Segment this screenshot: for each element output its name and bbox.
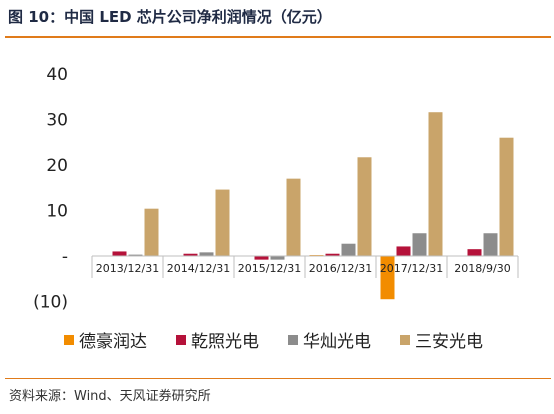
bar (357, 157, 372, 256)
bar (270, 256, 285, 260)
bar (499, 137, 514, 256)
y-tick-label: 10 (46, 202, 68, 222)
legend-swatch (176, 335, 186, 345)
bar (483, 233, 498, 256)
legend-label: 德豪润达 (79, 331, 147, 352)
bar (467, 249, 482, 256)
bar (325, 253, 340, 256)
legend-label: 乾照光电 (191, 332, 259, 352)
bar (215, 189, 230, 256)
x-tick-label: 2015/12/31 (238, 262, 301, 275)
figure-title: 图 10：中国 LED 芯片公司净利润情况（亿元） (8, 8, 332, 26)
bar (412, 233, 427, 256)
y-tick-label: (10) (33, 293, 68, 313)
legend-swatch (64, 335, 74, 345)
legend-swatch (288, 335, 298, 345)
y-axis: 40 30 20 10 - (10) (33, 65, 68, 313)
bar (428, 112, 443, 256)
x-tick-label: 2016/12/31 (309, 262, 372, 275)
y-tick-label: 20 (46, 156, 68, 176)
x-tick-label: 2018/9/30 (454, 262, 510, 275)
x-axis-categories: 2013/12/31 2014/12/31 2015/12/31 2016/12/31… (91, 256, 519, 278)
source-note: 资料来源：Wind、天风证券研究所 (9, 389, 211, 404)
net-profit-bar-chart: 40 30 20 10 - (10) 2013/12/31 2014/12/31 2015/1… (33, 65, 519, 352)
legend-label: 华灿光电 (303, 332, 371, 352)
legend-label: 三安光电 (415, 332, 483, 352)
x-tick-label: 2017/12/31 (380, 262, 443, 275)
bar (286, 178, 301, 256)
bar (128, 254, 143, 256)
bar (112, 251, 127, 256)
x-tick-label: 2014/12/31 (167, 262, 230, 275)
title-divider (5, 36, 551, 38)
source-divider (5, 378, 551, 379)
bar-series-group (96, 112, 514, 300)
bar (144, 208, 159, 256)
x-tick-label: 2013/12/31 (96, 262, 159, 275)
bar (254, 256, 269, 260)
bar (396, 246, 411, 256)
bar (199, 252, 214, 256)
y-tick-label: - (62, 247, 68, 267)
chart-legend: 德豪润达 乾照光电 华灿光电 三安光电 (64, 331, 483, 352)
bar (183, 253, 198, 256)
bar (341, 243, 356, 256)
y-tick-label: 30 (46, 111, 68, 131)
legend-swatch (400, 335, 410, 345)
bar (380, 256, 395, 300)
y-tick-label: 40 (46, 65, 68, 85)
